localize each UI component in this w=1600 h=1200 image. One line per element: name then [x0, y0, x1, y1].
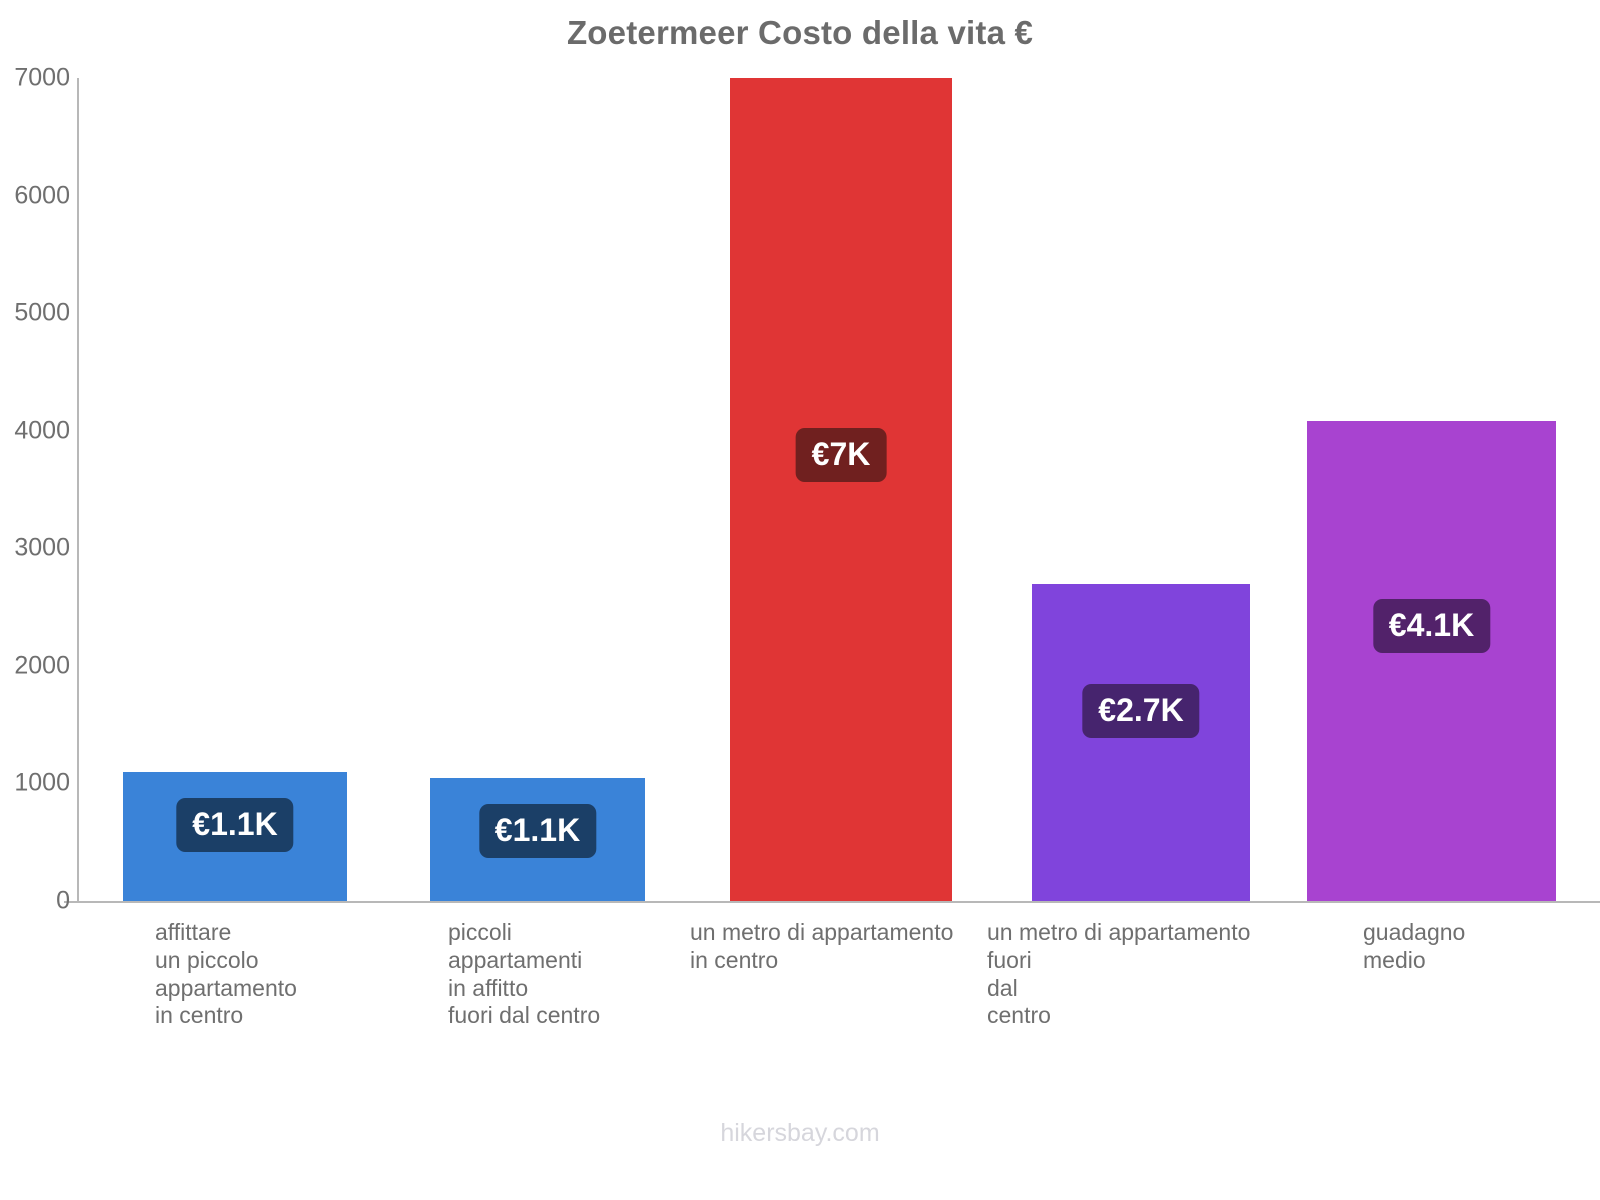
bar[interactable]: €4.1K: [1307, 421, 1556, 901]
x-axis-category-label: un metro di appartamento fuori dal centr…: [987, 919, 1251, 1029]
y-tick-label: 0: [56, 886, 70, 915]
y-tick-label: 7000: [14, 63, 70, 92]
y-tick-label: 3000: [14, 533, 70, 562]
bar-value-badge: €1.1K: [176, 797, 294, 852]
bar-value-badge: €4.1K: [1372, 599, 1491, 654]
bar-value-badge: €1.1K: [478, 803, 597, 858]
footer-credit: hikersbay.com: [720, 1119, 880, 1147]
y-tick-label: 4000: [14, 416, 70, 445]
y-tick-label: 6000: [14, 181, 70, 210]
bar-value-badge: €7K: [795, 428, 887, 482]
bar[interactable]: €1.1K: [123, 771, 347, 901]
bar[interactable]: €7K: [730, 78, 952, 901]
x-axis-category-label: piccoli appartamenti in affitto fuori da…: [448, 919, 601, 1029]
chart-title: Zoetermeer Costo della vita €: [566, 14, 1034, 51]
x-axis-category-label: affittare un piccolo appartamento in cen…: [155, 919, 297, 1029]
y-tick-label: 1000: [14, 768, 70, 797]
y-tick-label: 5000: [14, 298, 70, 327]
y-tick-label: 2000: [14, 651, 70, 680]
y-axis-tick-labels: 0 1000 2000 3000 4000 5000 6000 7000: [0, 0, 70, 1200]
y-axis-line: [77, 78, 79, 902]
bar[interactable]: €2.7K: [1032, 583, 1250, 901]
x-axis-category-label: un metro di appartamento in centro: [690, 919, 954, 973]
bar-value-badge: €2.7K: [1082, 683, 1200, 738]
x-axis-line: [64, 901, 1600, 903]
bar[interactable]: €1.1K: [430, 777, 645, 901]
x-axis-category-label: guadagno medio: [1363, 919, 1466, 973]
